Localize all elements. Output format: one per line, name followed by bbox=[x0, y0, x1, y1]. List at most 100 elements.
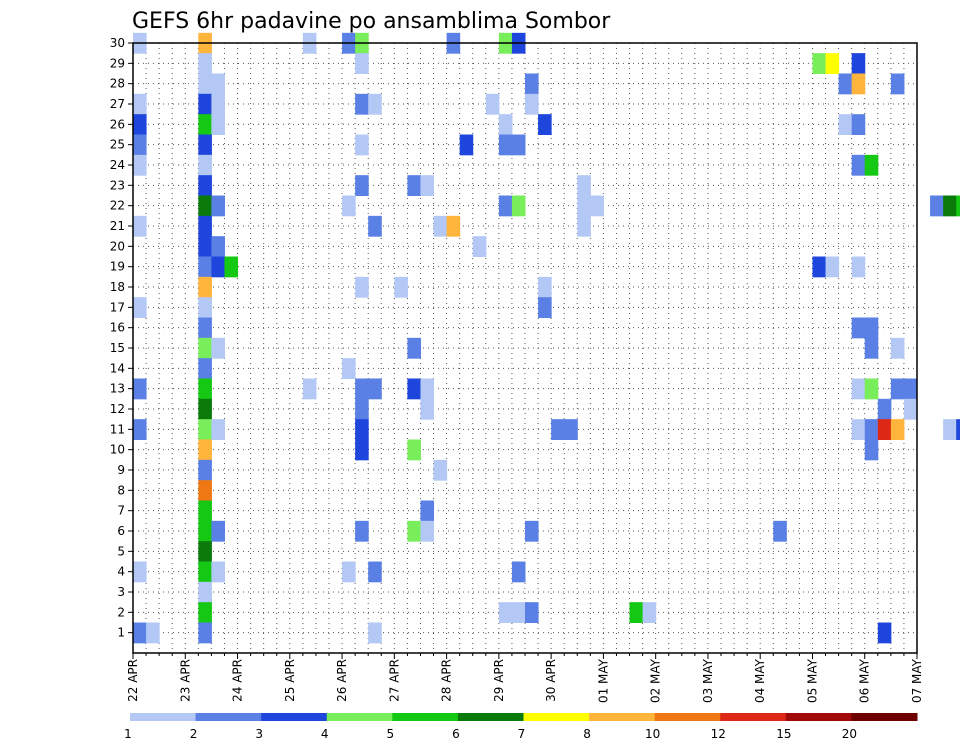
heatmap-cell bbox=[851, 419, 866, 440]
heatmap-cell bbox=[198, 154, 212, 176]
heatmap-cell bbox=[211, 561, 225, 583]
heatmap-cell bbox=[511, 561, 526, 583]
heatmap-cell bbox=[133, 378, 147, 400]
heatmap-cell bbox=[864, 419, 879, 440]
y-tick-label: 8 bbox=[117, 483, 125, 497]
heatmap-cell bbox=[851, 53, 866, 74]
heatmap-cell bbox=[890, 378, 905, 400]
heatmap-cell bbox=[433, 459, 448, 481]
x-date-label: 28 APR bbox=[440, 659, 454, 702]
colorbar: 1 2 3 4 5 6 7 8 10 12 15 20 bbox=[124, 713, 918, 741]
heatmap-cell bbox=[198, 439, 212, 461]
y-tick-label: 16 bbox=[110, 321, 125, 335]
heatmap-cell bbox=[198, 378, 212, 400]
heatmap-cell bbox=[420, 175, 435, 196]
heatmap-cell bbox=[538, 297, 552, 318]
y-tick-label: 9 bbox=[117, 463, 125, 477]
heatmap-cell bbox=[198, 602, 212, 623]
heatmap-cell bbox=[211, 520, 225, 542]
y-tick-label: 19 bbox=[110, 260, 125, 274]
heatmap-cell bbox=[133, 114, 147, 135]
heatmap-cell bbox=[511, 195, 526, 217]
y-tick-label: 24 bbox=[110, 158, 125, 172]
heatmap-cell bbox=[551, 419, 565, 440]
x-date-label: 25 APR bbox=[283, 659, 297, 702]
heatmap-cell bbox=[459, 134, 474, 156]
y-tick-label: 5 bbox=[117, 544, 125, 558]
y-tick-label: 17 bbox=[110, 300, 125, 314]
heatmap-cell bbox=[211, 73, 225, 95]
heatmap-cell bbox=[864, 317, 879, 339]
heatmap-cell bbox=[198, 114, 212, 135]
heatmap-cell bbox=[198, 195, 212, 217]
x-date-label: 07 MAY bbox=[910, 658, 924, 703]
heatmap-cell bbox=[342, 358, 356, 379]
x-date-label: 22 APR bbox=[126, 659, 140, 702]
heatmap-cell bbox=[211, 236, 225, 257]
heatmap-cell bbox=[368, 561, 382, 583]
heatmap-cell bbox=[198, 53, 212, 74]
colorbar-swatch bbox=[654, 713, 721, 721]
heatmap-cell bbox=[355, 175, 369, 196]
heatmap-cell bbox=[864, 439, 879, 461]
colorbar-label: 8 bbox=[583, 727, 591, 741]
colorbar-swatch bbox=[392, 713, 459, 721]
heatmap-cell bbox=[956, 195, 960, 217]
colorbar-swatch bbox=[261, 713, 328, 721]
heatmap-cell bbox=[420, 500, 435, 522]
x-date-label: 01 MAY bbox=[596, 658, 610, 703]
heatmap-cell bbox=[355, 276, 369, 298]
heatmap-cell bbox=[877, 398, 892, 420]
y-tick-label: 30 bbox=[110, 36, 125, 50]
x-date-label: 02 MAY bbox=[649, 658, 663, 703]
x-date-label: 26 APR bbox=[335, 659, 349, 702]
heatmap-cell bbox=[198, 73, 212, 95]
heatmap-cell bbox=[407, 520, 421, 542]
heatmap-cell bbox=[525, 93, 539, 115]
colorbar-label: 15 bbox=[776, 727, 791, 741]
heatmap-cell bbox=[198, 419, 212, 440]
heatmap-cell bbox=[198, 337, 212, 359]
y-tick-label: 29 bbox=[110, 56, 125, 70]
heatmap-cell bbox=[133, 622, 147, 644]
heatmap-cell bbox=[198, 459, 212, 481]
x-date-label: 05 MAY bbox=[805, 658, 819, 703]
y-tick-label: 23 bbox=[110, 178, 125, 192]
heatmap-cell bbox=[903, 398, 918, 420]
heatmap-cell bbox=[355, 520, 369, 542]
heatmap-cell bbox=[198, 622, 212, 644]
heatmap-cell bbox=[133, 297, 147, 318]
heatmap-cell bbox=[890, 419, 905, 440]
heatmap-cell bbox=[498, 195, 513, 217]
y-tick-label: 25 bbox=[110, 138, 125, 152]
heatmap-cell bbox=[133, 154, 147, 176]
heatmap-cell bbox=[211, 256, 225, 278]
y-tick-label: 3 bbox=[117, 585, 125, 599]
heatmap-cell bbox=[838, 73, 853, 95]
colorbar-label: 20 bbox=[842, 727, 857, 741]
heatmap-cell bbox=[368, 378, 382, 400]
heatmap-cell bbox=[355, 53, 369, 74]
heatmap-cell bbox=[511, 134, 526, 156]
heatmap-cell bbox=[342, 195, 356, 217]
heatmap-cell bbox=[812, 256, 827, 278]
heatmap-cell bbox=[903, 378, 918, 400]
colorbar-label: 2 bbox=[190, 727, 198, 741]
heatmap-cell bbox=[851, 73, 866, 95]
heatmap-cell bbox=[211, 419, 225, 440]
heatmap-cell bbox=[538, 276, 552, 298]
heatmap-cell bbox=[211, 195, 225, 217]
heatmap-cell bbox=[825, 256, 840, 278]
heatmap-cell bbox=[133, 215, 147, 237]
heatmap-cell bbox=[355, 134, 369, 156]
heatmap-cell bbox=[368, 93, 382, 115]
y-tick-label: 18 bbox=[110, 280, 125, 294]
chart-title: GEFS 6hr padavine po ansamblima Sombor bbox=[132, 9, 611, 34]
colorbar-swatch bbox=[457, 713, 524, 721]
heatmap-cell bbox=[498, 602, 513, 623]
heatmap-cell bbox=[355, 398, 369, 420]
y-tick-label: 28 bbox=[110, 77, 125, 91]
y-tick-label: 1 bbox=[117, 626, 125, 640]
heatmap-cell bbox=[577, 175, 591, 196]
heatmap-cells bbox=[133, 32, 960, 644]
